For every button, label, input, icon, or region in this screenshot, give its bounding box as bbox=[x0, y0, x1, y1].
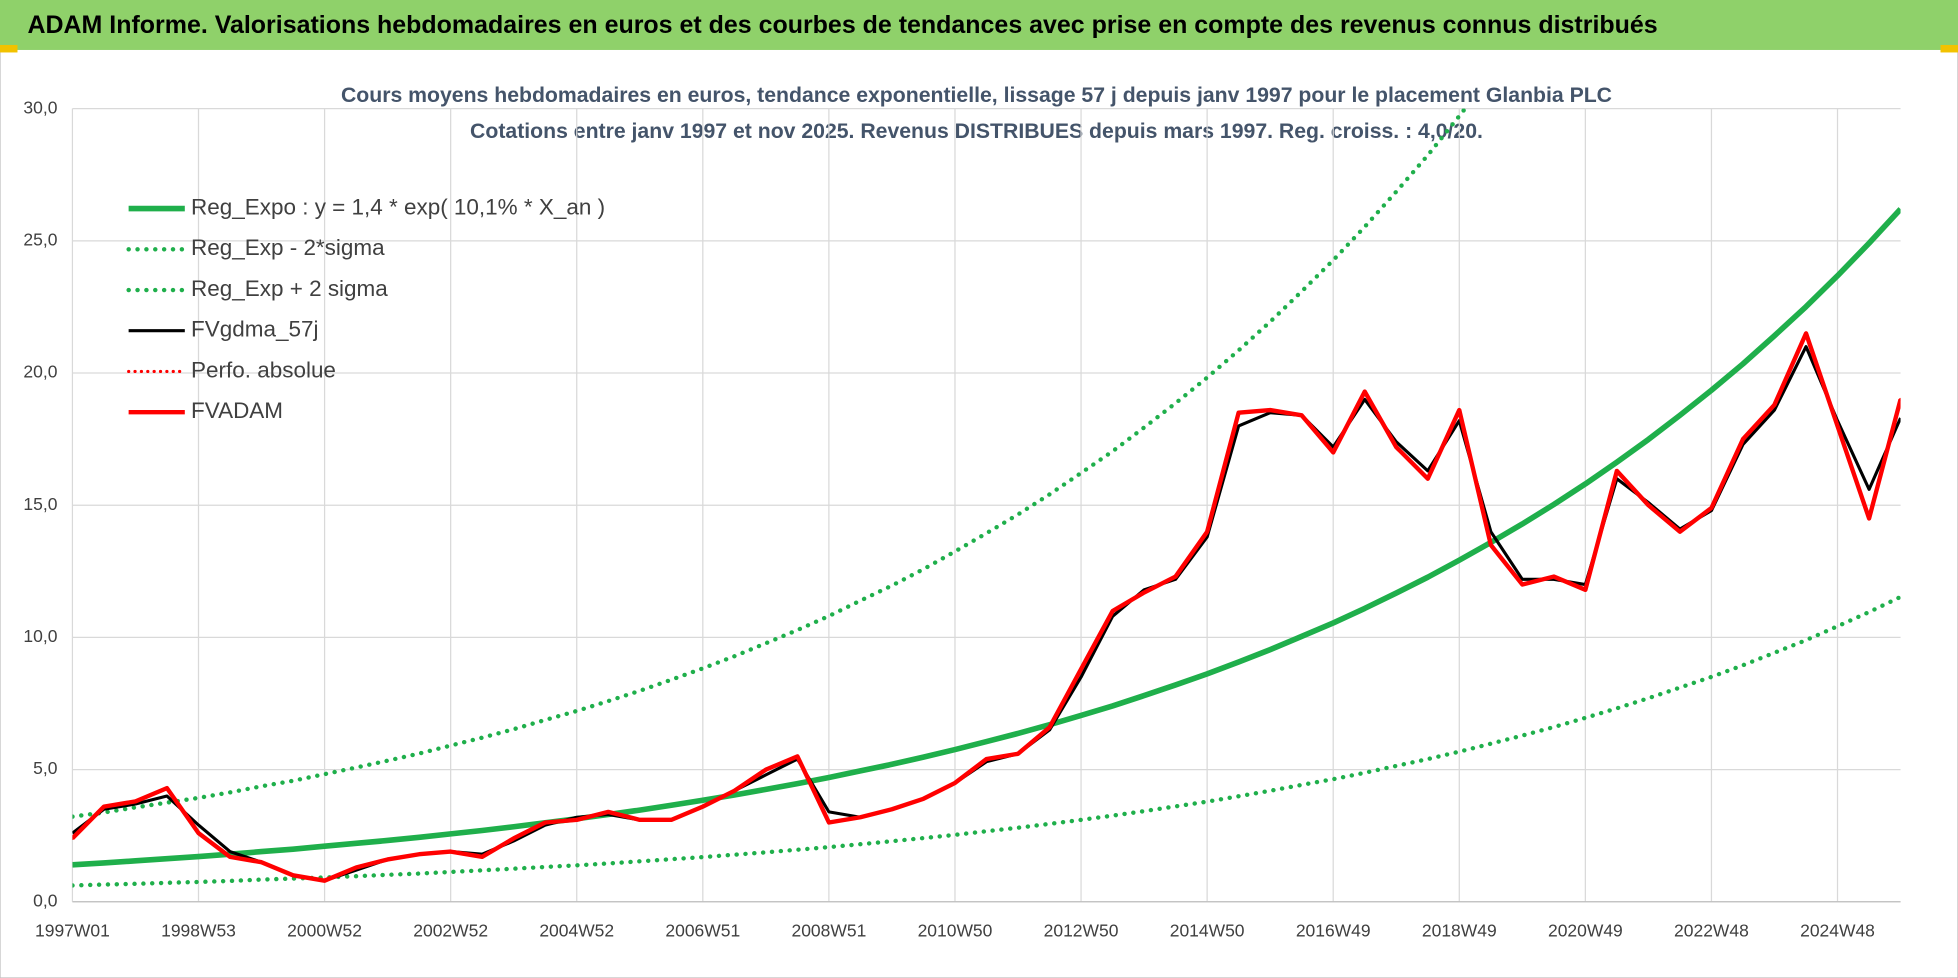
x-tick-label: 2006W51 bbox=[665, 920, 740, 940]
x-tick-label: 2018W49 bbox=[1422, 920, 1497, 940]
y-tick-label: 20,0 bbox=[23, 362, 57, 382]
series-line bbox=[72, 108, 1468, 819]
x-tick-label: 2008W51 bbox=[792, 920, 867, 940]
y-tick-label: 0,0 bbox=[33, 890, 58, 910]
x-tick-label: 2012W50 bbox=[1044, 920, 1119, 940]
chart-title: Cours moyens hebdomadaires en euros, ten… bbox=[341, 84, 1612, 107]
legend-label: Perfo. absolue bbox=[191, 357, 336, 382]
legend: Reg_Expo : y = 1,4 * exp( 10,1% * X_an )… bbox=[126, 195, 605, 423]
series-line bbox=[72, 331, 1901, 883]
x-tick-label: 1997W01 bbox=[35, 920, 110, 940]
grid: 0,0 5,0 10,0 15,0 20,0 25,0 30,0 1997W01 1998W53… bbox=[23, 97, 1901, 940]
chart-subtitle: Cotations entre janv 1997 et nov 2025. R… bbox=[470, 120, 1483, 143]
series-line bbox=[72, 207, 1901, 868]
y-tick-label: 5,0 bbox=[33, 758, 58, 778]
legend-label: Reg_Exp + 2 sigma bbox=[191, 276, 388, 301]
legend-label: FVADAM bbox=[191, 398, 283, 423]
legend-label: FVgdma_57j bbox=[191, 317, 318, 342]
y-tick-label: 30,0 bbox=[23, 97, 57, 117]
y-tick-label: 10,0 bbox=[23, 626, 57, 646]
x-tick-label: 2010W50 bbox=[918, 920, 993, 940]
x-tick-label: 2014W50 bbox=[1170, 920, 1245, 940]
x-tick-label: 2024W48 bbox=[1800, 920, 1875, 940]
x-tick-label: 2022W48 bbox=[1674, 920, 1749, 940]
header-bar bbox=[0, 0, 1958, 50]
x-tick-label: 2020W49 bbox=[1548, 920, 1623, 940]
corner-mark bbox=[0, 44, 18, 53]
x-tick-label: 2004W52 bbox=[539, 920, 614, 940]
legend-label: Reg_Expo : y = 1,4 * exp( 10,1% * X_an ) bbox=[191, 195, 605, 220]
legend-label: Reg_Exp - 2*sigma bbox=[191, 235, 385, 260]
x-tick-label: 2000W52 bbox=[287, 920, 362, 940]
x-tick-label: 1998W53 bbox=[161, 920, 236, 940]
y-tick-label: 15,0 bbox=[23, 494, 57, 514]
y-tick-label: 25,0 bbox=[23, 229, 57, 249]
title-backdrop bbox=[318, 77, 1636, 153]
x-tick-label: 2002W52 bbox=[413, 920, 488, 940]
x-tick-label: 2016W49 bbox=[1296, 920, 1371, 940]
plot bbox=[72, 108, 1901, 888]
corner-mark bbox=[1940, 44, 1958, 53]
header-title: ADAM Informe. Valorisations hebdomadaire… bbox=[27, 11, 1657, 39]
